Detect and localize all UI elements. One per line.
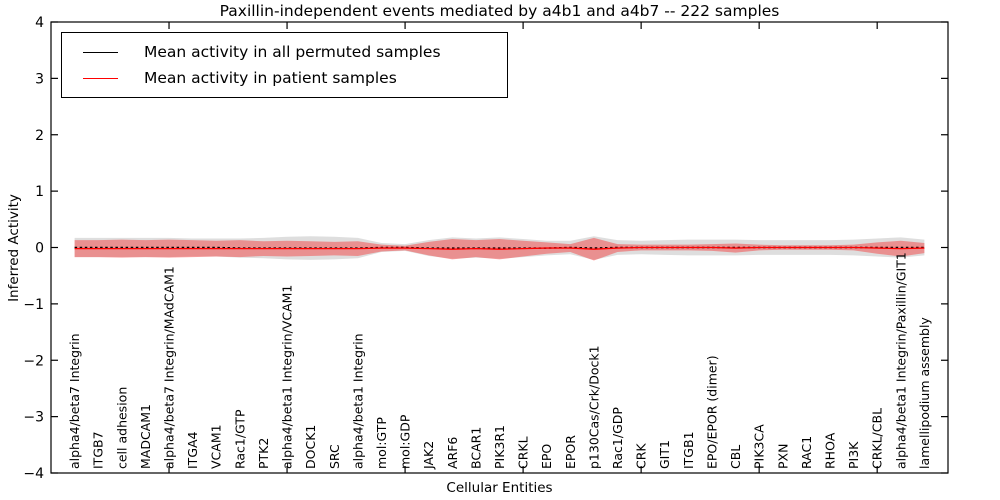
category-label: PXN	[775, 444, 790, 469]
category-label: PI3K	[846, 441, 861, 469]
category-label: PIK3CA	[752, 424, 767, 469]
category-label: MADCAM1	[138, 404, 153, 469]
y-tick-label: −1	[23, 297, 44, 313]
y-tick-label: 2	[35, 128, 44, 144]
legend-label-permuted: Mean activity in all permuted samples	[144, 43, 441, 61]
category-label: cell adhesion	[114, 387, 129, 469]
category-label: BCAR1	[468, 427, 483, 469]
category-label: Rac1/GDP	[610, 407, 625, 469]
category-label: JAK2	[421, 441, 436, 470]
category-label: mol:GTP	[374, 417, 389, 469]
category-label: alpha4/beta1 Integrin/Paxillin/GIT1	[893, 252, 908, 469]
patient-mean-line	[74, 246, 925, 250]
category-label: EPOR	[563, 435, 578, 469]
y-tick-label: −4	[23, 466, 44, 482]
plot-title: Paxillin-independent events mediated by …	[219, 2, 780, 20]
y-tick-label: 4	[35, 15, 44, 31]
legend-entry-permuted: Mean activity in all permuted samples	[62, 40, 507, 64]
category-label: ITGB1	[681, 431, 696, 469]
y-tick-label: −2	[23, 353, 44, 369]
legend-entry-patient: Mean activity in patient samples	[62, 66, 507, 90]
category-label: ITGA4	[185, 431, 200, 469]
category-label: CRKL	[516, 436, 531, 469]
category-label: alpha4/beta7 Integrin	[67, 333, 82, 469]
legend-label-patient: Mean activity in patient samples	[144, 69, 397, 87]
category-label: alpha4/beta1 Integrin	[350, 333, 365, 469]
y-tick-label: 3	[35, 71, 44, 87]
category-label: VCAM1	[209, 424, 224, 469]
category-label: lamellipodium assembly	[917, 317, 932, 469]
permuted-mean-line	[74, 246, 925, 249]
y-tick-label: −3	[23, 410, 44, 426]
category-label: SRC	[327, 444, 342, 469]
category-label: Rac1/GTP	[232, 409, 247, 469]
category-label: CBL	[728, 445, 743, 469]
category-label: mol:GDP	[398, 414, 413, 469]
category-label: CRK	[634, 443, 649, 469]
category-label: RHOA	[822, 432, 837, 469]
category-label: RAC1	[799, 436, 814, 469]
category-label: alpha4/beta1 Integrin/VCAM1	[280, 285, 295, 469]
x-axis-title: Cellular Entities	[446, 480, 553, 496]
category-label: ITGB7	[91, 431, 106, 469]
patient-line-sample	[83, 77, 118, 79]
y-tick-label: 0	[35, 241, 44, 257]
category-label: CRKL/CBL	[870, 408, 885, 469]
category-label: GIT1	[657, 440, 672, 469]
category-label: PIK3R1	[492, 425, 507, 469]
category-label: DOCK1	[303, 425, 318, 469]
category-label: EPO/EPOR (dimer)	[704, 355, 719, 469]
category-label: EPO	[539, 444, 554, 469]
legend-box: Mean activity in all permuted samples Me…	[61, 32, 508, 98]
category-label: alpha4/beta7 Integrin/MAdCAM1	[162, 266, 177, 469]
category-label: ARF6	[445, 437, 460, 469]
permuted-line-sample	[83, 51, 118, 53]
y-tick-label: 1	[35, 184, 44, 200]
y-axis-title: Inferred Activity	[6, 194, 22, 302]
category-label: p130Cas/Crk/Dock1	[586, 345, 601, 469]
category-label: PTK2	[256, 438, 271, 469]
